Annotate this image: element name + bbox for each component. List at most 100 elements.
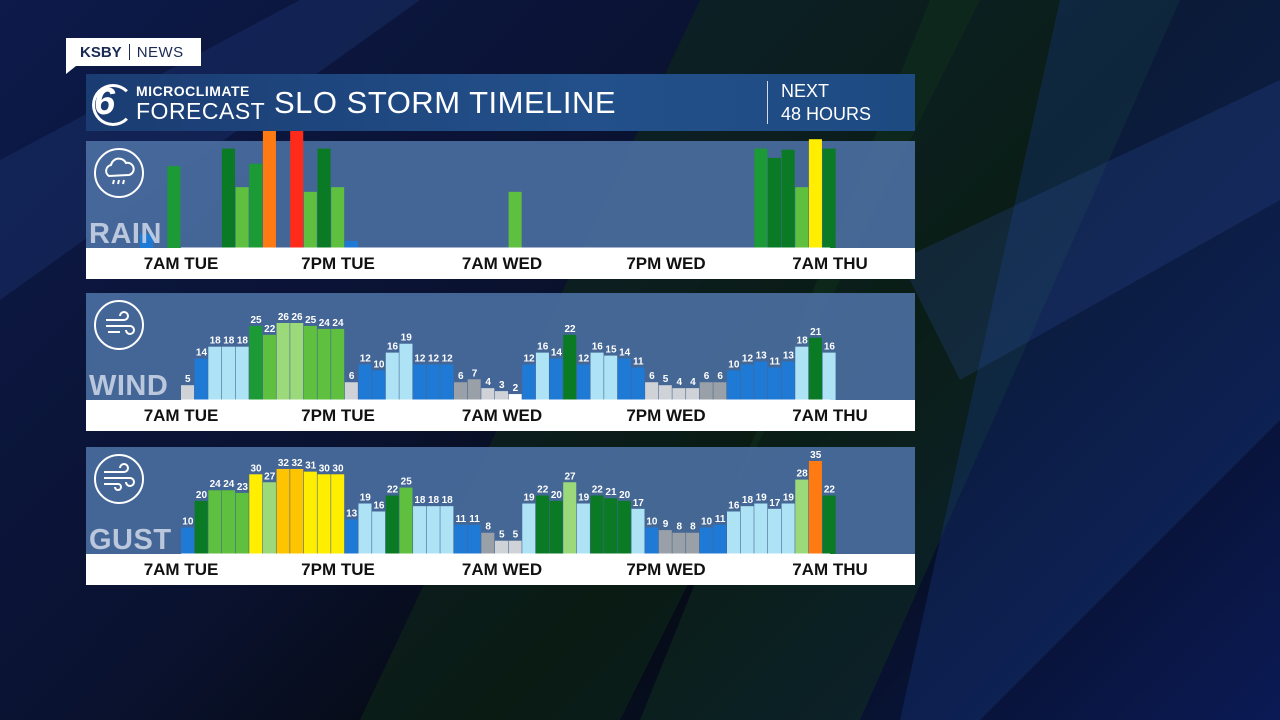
bar bbox=[795, 187, 809, 248]
data-label: 6 bbox=[458, 371, 464, 382]
data-label: 12 bbox=[524, 353, 536, 364]
bar bbox=[235, 492, 249, 554]
bar bbox=[331, 187, 345, 248]
data-label: 18 bbox=[428, 495, 440, 506]
tick-label: 7AM WED bbox=[461, 560, 543, 579]
logo-line2: FORECAST bbox=[136, 98, 266, 124]
data-label: 11 bbox=[456, 514, 467, 525]
rain-panel: RAIN 7AM TUE 7PM TUE 7AM WED 7PM WED 7AM… bbox=[86, 131, 915, 279]
wind-icon bbox=[94, 300, 144, 350]
bar bbox=[426, 364, 440, 400]
data-label: 20 bbox=[619, 490, 631, 501]
section-name: NEWS bbox=[136, 43, 184, 61]
bar bbox=[317, 328, 331, 400]
bar bbox=[535, 495, 549, 554]
data-label: 24 bbox=[210, 479, 222, 490]
bar bbox=[617, 358, 631, 400]
data-label: 21 bbox=[605, 487, 617, 498]
data-label: 18 bbox=[414, 495, 426, 506]
bar bbox=[754, 503, 768, 554]
bar bbox=[535, 352, 549, 400]
bar bbox=[563, 334, 577, 400]
data-label: 12 bbox=[360, 353, 372, 364]
bar bbox=[522, 503, 536, 554]
logo-number: 6 bbox=[94, 81, 116, 123]
tick-label: 7AM TUE bbox=[143, 560, 219, 579]
data-label: 20 bbox=[551, 490, 563, 501]
bar bbox=[290, 468, 304, 554]
bar bbox=[658, 530, 672, 554]
data-label: 6 bbox=[349, 371, 355, 382]
bar bbox=[303, 471, 317, 554]
bar bbox=[385, 495, 399, 554]
bar bbox=[767, 367, 781, 400]
bar bbox=[262, 334, 276, 400]
bar bbox=[262, 482, 276, 554]
data-label: 10 bbox=[646, 516, 658, 527]
data-label: 30 bbox=[251, 463, 263, 474]
bar bbox=[754, 361, 768, 400]
bar bbox=[467, 379, 481, 400]
data-label: 2 bbox=[513, 383, 519, 394]
data-label: 16 bbox=[373, 500, 385, 511]
bar bbox=[494, 391, 508, 400]
data-label: 27 bbox=[564, 471, 576, 482]
data-label: 19 bbox=[756, 493, 768, 504]
bar bbox=[221, 346, 235, 400]
data-label: 24 bbox=[332, 318, 344, 329]
data-label: 12 bbox=[414, 353, 426, 364]
bar bbox=[235, 346, 249, 400]
data-label: 10 bbox=[728, 359, 740, 370]
wind-label: WIND bbox=[89, 370, 169, 402]
bar bbox=[645, 527, 659, 554]
bar bbox=[658, 385, 672, 400]
bar bbox=[303, 191, 317, 248]
data-label: 11 bbox=[469, 514, 480, 525]
bar bbox=[194, 500, 208, 554]
bar bbox=[686, 532, 700, 554]
badge-separator bbox=[128, 44, 130, 60]
bar bbox=[276, 468, 290, 554]
bar bbox=[317, 474, 331, 554]
tick-label: 7AM TUE bbox=[143, 254, 219, 273]
data-label: 6 bbox=[704, 371, 710, 382]
timeframe-label: NEXT 48 HOURS bbox=[781, 80, 871, 126]
tick-label: 7AM TUE bbox=[143, 406, 219, 425]
bar bbox=[426, 506, 440, 554]
data-label: 16 bbox=[387, 342, 399, 353]
bar bbox=[795, 346, 809, 400]
data-label: 12 bbox=[742, 353, 754, 364]
bar bbox=[440, 506, 454, 554]
badge-tail bbox=[66, 66, 76, 74]
bar bbox=[440, 364, 454, 400]
data-label: 18 bbox=[442, 495, 454, 506]
bar bbox=[249, 474, 263, 554]
bar bbox=[208, 490, 222, 554]
bar bbox=[140, 233, 154, 248]
data-label: 4 bbox=[485, 377, 491, 388]
bar bbox=[740, 506, 754, 554]
tick-label: 7PM WED bbox=[626, 560, 706, 579]
wind-time-axis: 7AM TUE 7PM TUE 7AM WED 7PM WED 7AM THU bbox=[86, 400, 915, 431]
data-label: 26 bbox=[278, 312, 290, 323]
data-label: 13 bbox=[783, 351, 795, 362]
data-label: 12 bbox=[428, 353, 440, 364]
data-label: 8 bbox=[485, 522, 491, 533]
data-label: 22 bbox=[564, 324, 576, 335]
data-label: 15 bbox=[605, 345, 617, 356]
data-label: 13 bbox=[756, 351, 768, 362]
bar bbox=[631, 508, 645, 554]
data-label: 18 bbox=[742, 495, 754, 506]
gust-time-axis: 7AM TUE 7PM TUE 7AM WED 7PM WED 7AM THU bbox=[86, 554, 915, 585]
bar bbox=[727, 511, 741, 554]
rain-cloud-icon bbox=[94, 148, 144, 198]
bar bbox=[713, 382, 727, 400]
data-label: 14 bbox=[619, 348, 631, 359]
bar bbox=[699, 527, 713, 554]
tick-label: 7AM THU bbox=[792, 560, 868, 579]
data-label: 25 bbox=[401, 477, 413, 488]
data-label: 19 bbox=[360, 493, 372, 504]
data-label: 32 bbox=[291, 458, 303, 469]
station-name: KSBY bbox=[80, 43, 122, 61]
bar bbox=[249, 163, 263, 248]
